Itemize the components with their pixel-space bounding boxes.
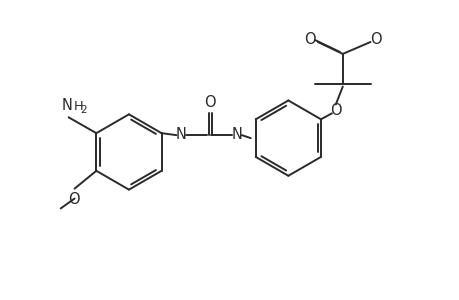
Text: O: O xyxy=(67,192,79,207)
Text: H: H xyxy=(73,100,83,113)
Text: N: N xyxy=(175,127,186,142)
Text: 2: 2 xyxy=(80,105,87,115)
Text: O: O xyxy=(303,32,315,46)
Text: O: O xyxy=(204,95,215,110)
Text: N: N xyxy=(231,127,242,142)
Text: O: O xyxy=(329,103,341,118)
Text: O: O xyxy=(369,32,381,46)
Text: N: N xyxy=(61,98,72,113)
